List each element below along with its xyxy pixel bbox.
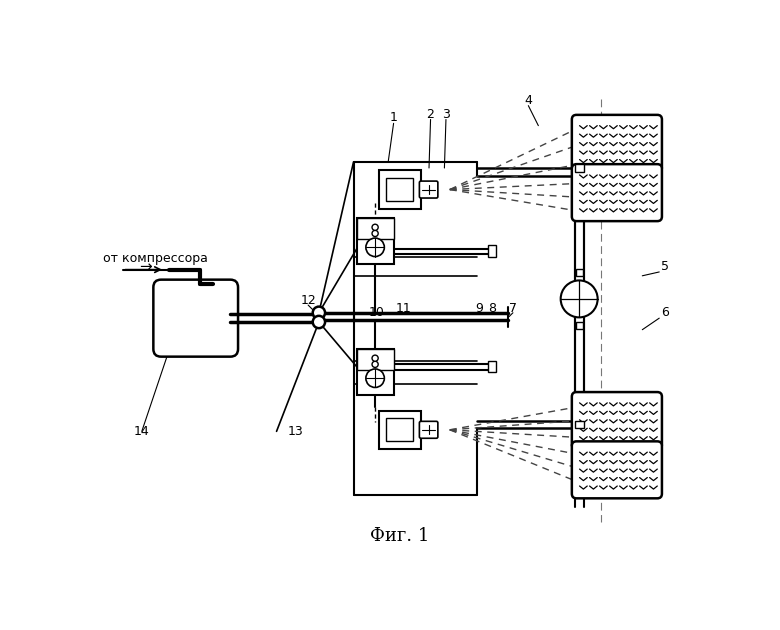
Text: 7: 7 [509, 302, 517, 314]
Circle shape [372, 224, 378, 231]
Circle shape [372, 361, 378, 367]
Bar [378, 170, 421, 209]
Text: Фиг. 1: Фиг. 1 [370, 527, 430, 545]
Circle shape [366, 369, 385, 387]
Bar [576, 169, 658, 217]
Bar [356, 349, 394, 395]
FancyBboxPatch shape [154, 280, 238, 357]
Text: 1: 1 [390, 112, 398, 125]
Text: 3: 3 [442, 108, 450, 120]
FancyBboxPatch shape [572, 442, 662, 498]
Bar [576, 323, 583, 329]
Bar [576, 164, 583, 172]
Bar [356, 218, 394, 239]
Bar [576, 421, 583, 428]
Text: 14: 14 [134, 425, 150, 438]
Text: 2: 2 [427, 108, 434, 120]
Bar [576, 446, 658, 494]
FancyBboxPatch shape [420, 421, 438, 438]
Circle shape [561, 280, 597, 318]
Text: 8: 8 [488, 302, 496, 314]
Circle shape [372, 231, 378, 236]
Text: 13: 13 [288, 425, 303, 438]
Text: 12: 12 [300, 294, 316, 307]
Text: 9: 9 [475, 302, 483, 314]
Bar [488, 245, 496, 257]
Circle shape [313, 316, 325, 328]
Circle shape [313, 307, 325, 319]
Text: 5: 5 [661, 260, 669, 273]
Bar [576, 269, 583, 276]
Text: 4: 4 [524, 94, 532, 106]
Bar [356, 349, 394, 370]
Circle shape [366, 238, 385, 256]
Bar [576, 120, 658, 167]
Text: 11: 11 [395, 302, 412, 314]
Bar [386, 418, 413, 442]
Circle shape [372, 355, 378, 361]
Bar [386, 178, 413, 201]
Bar [378, 411, 421, 449]
FancyBboxPatch shape [572, 164, 662, 221]
Text: 6: 6 [661, 306, 669, 319]
Text: от компрессора: от компрессора [103, 253, 208, 265]
FancyBboxPatch shape [572, 115, 662, 172]
FancyBboxPatch shape [572, 392, 662, 449]
Text: →: → [140, 259, 152, 274]
Bar [488, 361, 496, 372]
FancyBboxPatch shape [420, 181, 438, 198]
Bar [576, 397, 658, 444]
Bar [356, 218, 394, 264]
Text: 10: 10 [369, 306, 385, 319]
